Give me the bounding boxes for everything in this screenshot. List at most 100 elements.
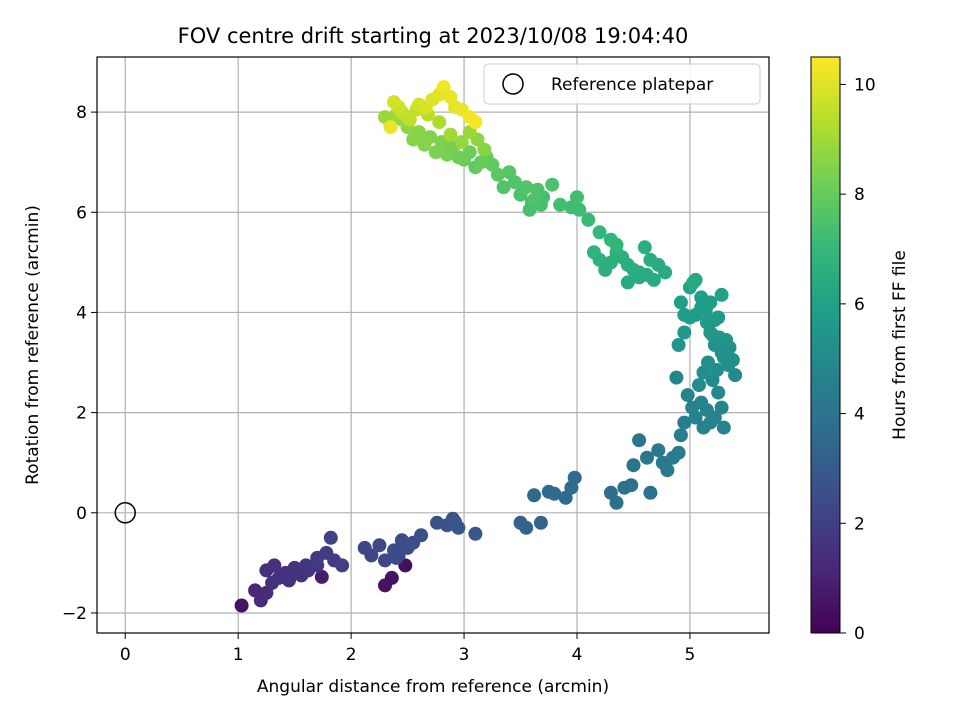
data-point <box>570 190 584 205</box>
legend-reference-marker <box>502 73 524 95</box>
reference-platepar-marker <box>114 502 136 524</box>
colorbar-tick-label: 10 <box>854 75 876 95</box>
data-point <box>567 470 582 485</box>
x-tick-label: 4 <box>572 645 583 665</box>
data-point <box>519 180 534 195</box>
colorbar-tick-label: 4 <box>854 405 865 425</box>
data-point <box>474 155 488 170</box>
y-tick-label: 2 <box>76 404 87 424</box>
legend-box <box>483 63 761 105</box>
data-point <box>454 135 469 150</box>
data-point <box>673 295 688 310</box>
data-point <box>711 310 726 325</box>
data-point <box>609 495 624 510</box>
data-point <box>527 488 542 503</box>
data-point <box>609 237 624 252</box>
x-axis-ticks: 0 1 2 3 4 5 <box>120 633 696 665</box>
data-point <box>643 252 658 267</box>
data-point <box>545 177 560 192</box>
data-point <box>651 443 666 458</box>
data-point <box>705 328 720 342</box>
data-point <box>383 120 398 135</box>
data-point <box>443 90 458 105</box>
data-point <box>389 550 404 565</box>
data-point <box>728 368 743 383</box>
data-point <box>671 338 686 352</box>
data-point <box>637 240 652 255</box>
y-tick-label: 8 <box>76 103 87 123</box>
data-point <box>436 80 451 95</box>
data-point <box>387 95 401 110</box>
data-point <box>468 526 483 541</box>
data-point <box>440 147 455 162</box>
data-point <box>267 558 282 573</box>
data-point <box>673 428 688 443</box>
data-point <box>714 287 729 302</box>
data-point <box>378 553 392 568</box>
data-point <box>646 272 661 287</box>
x-tick-label: 1 <box>233 645 244 665</box>
y-axis-ticks: −2 0 2 4 6 8 <box>62 103 97 624</box>
data-point <box>699 315 714 330</box>
x-tick-label: 0 <box>120 645 131 665</box>
data-point <box>406 132 421 147</box>
data-point <box>686 275 701 290</box>
colorbar-gradient <box>810 56 841 634</box>
data-point <box>428 145 443 160</box>
x-tick-label: 3 <box>459 645 470 665</box>
data-point <box>372 538 387 553</box>
data-point <box>707 410 722 425</box>
data-points <box>114 80 743 613</box>
data-point <box>671 445 686 460</box>
colorbar-tick-label: 0 <box>854 624 865 644</box>
colorbar-tick-label: 6 <box>854 295 865 315</box>
data-point <box>323 530 338 545</box>
data-point <box>298 558 313 573</box>
data-point <box>364 548 379 563</box>
data-point <box>643 485 658 500</box>
data-point <box>632 433 647 448</box>
data-point <box>624 478 639 493</box>
data-point <box>711 385 726 400</box>
y-tick-label: 0 <box>76 504 87 524</box>
data-point <box>677 325 692 340</box>
data-point <box>414 528 429 543</box>
data-point <box>496 180 511 195</box>
data-point <box>282 573 296 588</box>
data-point <box>716 420 731 435</box>
data-point <box>443 127 458 142</box>
data-point <box>468 115 483 130</box>
data-point <box>680 388 695 403</box>
data-point <box>335 558 350 573</box>
data-point <box>669 370 684 385</box>
colorbar-ticks: 0 2 4 6 8 10 <box>840 75 876 644</box>
data-point <box>694 300 709 315</box>
grid <box>97 57 769 633</box>
data-point <box>397 535 412 550</box>
colorbar-label: Hours from first FF file <box>890 250 910 440</box>
x-axis-label: Angular distance from reference (arcmin) <box>257 677 609 697</box>
data-point <box>677 415 692 430</box>
data-point <box>502 165 517 180</box>
y-axis-label: Rotation from reference (arcmin) <box>23 205 43 485</box>
y-tick-label: 6 <box>76 203 87 223</box>
data-point <box>682 310 697 325</box>
chart-title: FOV centre drift starting at 2023/10/08 … <box>178 24 689 48</box>
x-tick-label: 5 <box>685 645 696 665</box>
data-point <box>314 569 329 584</box>
data-point <box>527 192 542 207</box>
data-point <box>581 212 596 227</box>
data-point <box>533 515 548 530</box>
data-point <box>620 275 635 290</box>
data-point <box>553 197 568 212</box>
data-point <box>586 245 601 260</box>
data-point <box>626 458 641 473</box>
data-point <box>477 142 492 157</box>
data-point <box>519 520 534 535</box>
data-point <box>688 410 703 425</box>
data-point <box>714 400 729 415</box>
y-tick-label: 4 <box>76 303 87 323</box>
data-point <box>234 598 249 613</box>
y-tick-label: −2 <box>62 604 87 624</box>
